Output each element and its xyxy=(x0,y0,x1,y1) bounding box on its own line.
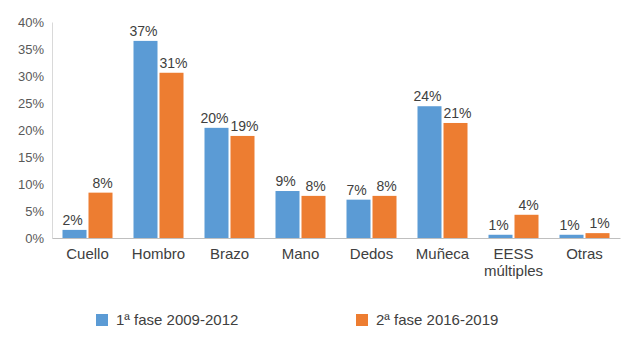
data-label: 8% xyxy=(305,178,325,194)
y-tick: 40% xyxy=(18,15,52,30)
bar xyxy=(560,235,584,238)
x-tick-label: Otras xyxy=(566,245,603,262)
data-label: 31% xyxy=(159,55,187,71)
bar xyxy=(63,230,87,238)
x-tick-label: Muñeca xyxy=(416,245,470,262)
data-label: 2% xyxy=(62,212,82,228)
bar xyxy=(231,136,255,238)
x-tick: EESSmúltiples xyxy=(484,238,543,279)
x-tick-label: EESSmúltiples xyxy=(484,245,543,279)
y-axis-line xyxy=(52,23,53,239)
x-tick: Muñeca xyxy=(416,238,470,262)
bar xyxy=(276,191,300,238)
bar xyxy=(134,41,158,238)
x-tick-label: Mano xyxy=(282,245,320,262)
y-tick-label: 0% xyxy=(25,231,44,246)
bar xyxy=(347,200,371,238)
data-label: 4% xyxy=(518,197,538,213)
y-axis: 0% 5% 10% 15% 20% 25% 30% 35% 40% xyxy=(18,15,53,246)
data-label: 24% xyxy=(413,88,441,104)
legend-label: 2ª fase 2016-2019 xyxy=(376,311,498,328)
x-axis-line xyxy=(53,238,621,239)
y-tick: 10% xyxy=(18,177,52,192)
legend-item: 2ª fase 2016-2019 xyxy=(356,311,498,328)
y-tick-label: 40% xyxy=(18,15,44,30)
y-tick: 20% xyxy=(18,123,52,138)
y-tick: 15% xyxy=(18,150,52,165)
data-label: 1% xyxy=(488,217,508,233)
data-labels: 2% 37% 20% 9% 7% 24% 1% 1% 8% 31% 19% 8% 8% 21% 4% 1% xyxy=(62,23,609,233)
legend: 1ª fase 2009-2012 2ª fase 2016-2019 xyxy=(96,311,498,328)
y-tick: 30% xyxy=(18,69,52,84)
bar xyxy=(444,123,468,238)
data-label: 8% xyxy=(92,175,112,191)
x-tick: Cuello xyxy=(66,238,109,262)
y-tick: 25% xyxy=(18,96,52,111)
bar xyxy=(418,106,442,238)
data-label: 9% xyxy=(275,173,295,189)
data-label: 8% xyxy=(376,178,396,194)
data-label: 21% xyxy=(443,105,471,121)
bar xyxy=(373,196,397,238)
x-tick: Brazo xyxy=(210,238,249,262)
y-tick: 5% xyxy=(25,204,52,219)
y-tick-label: 35% xyxy=(18,42,44,57)
bar xyxy=(489,235,513,238)
x-tick-label-line: múltiples xyxy=(484,262,543,279)
bars xyxy=(63,41,610,238)
y-tick-label: 30% xyxy=(18,69,44,84)
legend-swatch xyxy=(96,314,108,326)
y-tick-label: 15% xyxy=(18,150,44,165)
x-axis: Cuello Hombro Brazo Mano Dedos Muñeca EESSmúlt… xyxy=(53,238,621,279)
y-tick-label: 20% xyxy=(18,123,44,138)
legend-item: 1ª fase 2009-2012 xyxy=(96,311,238,328)
x-tick-label: Dedos xyxy=(350,245,393,262)
y-tick-label: 5% xyxy=(25,204,44,219)
y-tick-label: 25% xyxy=(18,96,44,111)
data-label: 1% xyxy=(589,215,609,231)
data-label: 20% xyxy=(200,110,228,126)
x-tick-label: Hombro xyxy=(132,245,185,262)
data-label: 37% xyxy=(129,23,157,39)
data-label: 19% xyxy=(230,118,258,134)
y-tick: 35% xyxy=(18,42,52,57)
legend-swatch xyxy=(356,314,368,326)
plot: 0% 5% 10% 15% 20% 25% 30% 35% 40% Cuello Hombro Bra… xyxy=(18,15,621,279)
legend-label: 1ª fase 2009-2012 xyxy=(116,311,238,328)
x-tick-label: Cuello xyxy=(66,245,109,262)
bar xyxy=(205,128,229,238)
x-tick: Mano xyxy=(282,238,320,262)
x-tick: Dedos xyxy=(350,238,393,262)
bar xyxy=(515,215,539,238)
y-tick: 0% xyxy=(25,231,52,246)
bar xyxy=(302,196,326,238)
chart: 0% 5% 10% 15% 20% 25% 30% 35% 40% Cuello Hombro Bra… xyxy=(0,0,632,350)
y-tick-label: 10% xyxy=(18,177,44,192)
bar xyxy=(586,233,610,238)
bar xyxy=(160,73,184,238)
x-tick-label: Brazo xyxy=(210,245,249,262)
bar xyxy=(89,193,113,238)
x-tick-label-line: EESS xyxy=(493,245,533,262)
data-label: 7% xyxy=(346,182,366,198)
data-label: 1% xyxy=(559,217,579,233)
x-tick: Otras xyxy=(566,238,603,262)
x-tick: Hombro xyxy=(132,238,185,262)
